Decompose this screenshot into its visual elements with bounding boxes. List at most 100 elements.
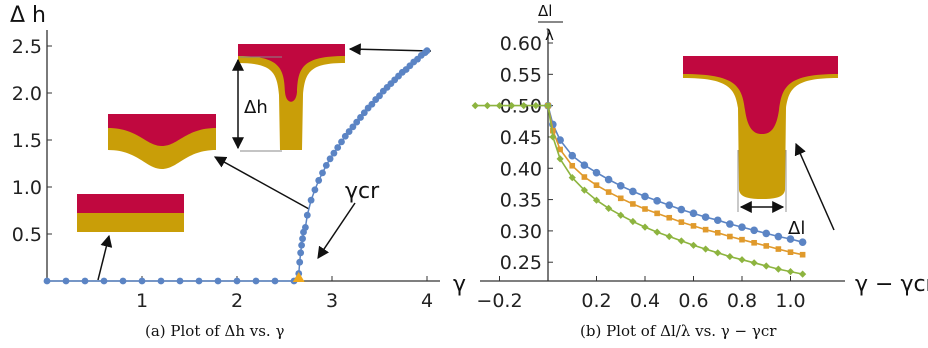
- b-data-point: [763, 243, 770, 249]
- b-y-label-denominator: λ: [545, 26, 554, 44]
- b-data-point: [678, 219, 685, 225]
- a-x-tick-label: 3: [326, 290, 338, 312]
- b-data-point: [630, 201, 636, 207]
- b-data-point: [654, 210, 660, 217]
- b-x-tick-label: 0.2: [581, 290, 611, 312]
- b-data-point: [581, 174, 588, 180]
- delta-l-annotation: Δl: [788, 218, 805, 239]
- b-data-point: [556, 136, 564, 144]
- b-data-point: [665, 232, 673, 241]
- b-data-point: [701, 213, 710, 221]
- b-data-point: [714, 229, 721, 236]
- b-data-point: [532, 102, 540, 110]
- b-x-tick-label: 1.0: [775, 290, 805, 312]
- a-x-tick-label: 4: [421, 290, 433, 312]
- delta-h-annotation: Δh: [244, 97, 268, 118]
- a-data-point: [157, 277, 165, 285]
- b-y-tick-label: 0.35: [500, 190, 542, 212]
- b-data-point: [557, 146, 563, 153]
- a-y-tick-label: 2.0: [12, 83, 42, 105]
- b-x-tick-label: −0.2: [476, 290, 522, 312]
- a-data-point: [345, 128, 353, 135]
- a-y-tick-label: 0.5: [12, 224, 42, 246]
- b-data-point: [799, 251, 806, 258]
- shallow-dip-inset: [108, 114, 216, 169]
- b-y-label-numerator: Δl: [538, 2, 552, 20]
- b-data-point: [775, 246, 782, 252]
- a-data-point: [297, 249, 305, 257]
- b-y-tick-label: 0.60: [500, 33, 542, 55]
- a-data-point: [341, 132, 349, 140]
- a-data-point: [138, 277, 146, 285]
- b-data-point: [702, 226, 709, 233]
- b-data-point: [787, 249, 794, 255]
- b-data-point: [666, 214, 673, 221]
- a-data-point: [43, 277, 51, 285]
- b-data-point: [738, 256, 746, 264]
- b-data-point: [568, 151, 577, 160]
- b-data-point: [592, 168, 601, 177]
- b-x-tick-label: 0.4: [630, 290, 660, 312]
- b-data-point: [580, 161, 589, 169]
- a-data-point: [334, 144, 342, 151]
- b-data-point: [677, 205, 686, 214]
- b-data-point: [495, 102, 504, 110]
- b-data-point: [580, 186, 588, 194]
- a-data-point: [315, 177, 323, 184]
- a-data-point: [311, 186, 319, 194]
- b-y-tick-label: 0.50: [500, 96, 542, 118]
- a-data-point: [360, 109, 368, 117]
- b-data-point: [629, 187, 637, 196]
- b-data-point: [569, 162, 576, 169]
- a-y-tick-label: 2.5: [12, 36, 42, 58]
- b-data-point: [714, 249, 722, 257]
- b-data-point: [568, 174, 576, 182]
- a-data-point: [62, 277, 70, 285]
- b-data-point: [690, 223, 697, 229]
- b-data-point: [739, 236, 745, 243]
- a-data-point: [252, 277, 260, 285]
- b-data-point: [751, 239, 757, 246]
- b-data-point: [616, 182, 625, 190]
- critical-point-marker: [292, 272, 305, 282]
- b-data-point: [520, 102, 528, 110]
- arrow-to-deep-inset: [348, 43, 432, 56]
- groove-inset: [683, 56, 838, 213]
- b-data-point: [653, 228, 661, 236]
- b-data-point: [786, 268, 795, 276]
- panel-b: −0.2 0.2 0.4 0.6 0.8 1.0 0.25 0.30 0.35 0.40 0.45 0…: [453, 2, 928, 340]
- b-y-tick-label: 0.40: [500, 158, 542, 180]
- a-caption: (a) Plot of Δh vs. γ: [145, 322, 284, 340]
- b-data-point: [798, 238, 807, 246]
- b-data-point: [544, 102, 552, 110]
- a-data-point: [376, 92, 383, 100]
- b-data-point: [689, 241, 698, 249]
- b-data-point: [774, 265, 782, 273]
- b-data-point: [641, 223, 649, 231]
- b-data-point: [629, 217, 637, 226]
- panel-a: 1 2 3 4 0.5 1.0 1.5 2.0 2.5 Δ h (a) Plot of Δh v…: [10, 3, 440, 340]
- a-data-point: [302, 224, 309, 231]
- a-data-point: [296, 258, 304, 266]
- a-data-point: [100, 277, 108, 285]
- b-data-point: [593, 182, 600, 188]
- b-left-axis-label: γ: [453, 272, 466, 297]
- a-data-point: [119, 277, 127, 285]
- b-data-point: [653, 197, 661, 205]
- a-data-point: [322, 161, 330, 169]
- arrow-to-shallow-inset: [213, 156, 310, 210]
- b-data-point: [702, 245, 710, 253]
- a-data-point: [233, 277, 241, 285]
- b-data-point: [774, 232, 783, 241]
- b-data-point: [750, 259, 758, 267]
- arrow-to-gamma-cr: [317, 202, 356, 259]
- b-data-point: [689, 209, 698, 218]
- b-data-point: [713, 216, 722, 225]
- b-data-point: [641, 192, 649, 201]
- gamma-cr-label: γcr: [345, 179, 380, 204]
- b-data-point: [604, 175, 613, 184]
- a-data-point: [319, 169, 326, 177]
- flat-film-inset: [77, 194, 184, 232]
- b-data-point: [550, 127, 556, 134]
